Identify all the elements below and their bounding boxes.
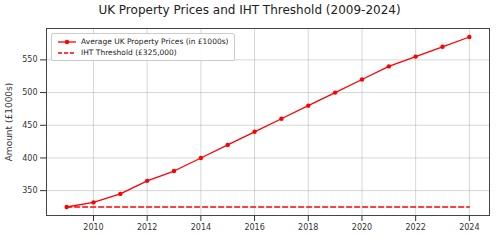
svg-text:450: 450 — [22, 121, 37, 130]
svg-text:350: 350 — [22, 186, 37, 195]
html-text:Average UK Property Prices (in: Average UK Property Prices (in £1000s) — [81, 37, 229, 46]
svg-text:2020: 2020 — [352, 223, 372, 232]
svg-text:2024: 2024 — [459, 223, 479, 232]
svg-text:550: 550 — [22, 55, 37, 64]
html-text:Amount (£1000s): Amount (£1000s) — [3, 82, 14, 161]
svg-text:500: 500 — [22, 88, 37, 97]
svg-text:2016: 2016 — [244, 223, 264, 232]
svg-text:2022: 2022 — [405, 223, 425, 232]
svg-text:2018: 2018 — [298, 223, 318, 232]
svg-text:400: 400 — [22, 154, 37, 163]
svg-text:2010: 2010 — [83, 223, 103, 232]
html-text:UK Property Prices and IHT Thr: UK Property Prices and IHT Threshold (20… — [98, 3, 401, 17]
svg-text:2014: 2014 — [191, 223, 211, 232]
svg-text:2012: 2012 — [137, 223, 157, 232]
html-text:IHT Threshold (£325,000): IHT Threshold (£325,000) — [81, 48, 177, 57]
